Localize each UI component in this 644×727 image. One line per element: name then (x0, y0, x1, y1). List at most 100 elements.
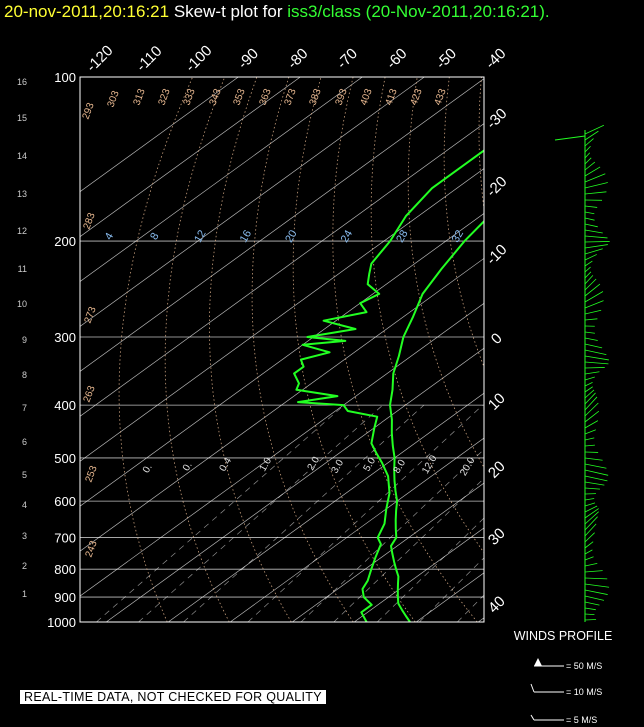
wind-barb (584, 601, 600, 606)
wind-barb (584, 429, 596, 435)
wind-barb (584, 437, 595, 441)
right-temp-label-2: -10 (483, 241, 510, 268)
mixing-ratio-label-200-2: 12 (192, 228, 209, 245)
wind-barb (584, 223, 598, 228)
dry-adiabat-label-left-4: 243 (84, 539, 100, 559)
isotherm--70 (80, 213, 484, 507)
isotherm--130 (80, 77, 301, 238)
dry-adiabat-343 (513, 77, 644, 622)
pressure-label-800: 800 (54, 562, 76, 577)
top-temp-label-6: -60 (383, 45, 410, 72)
title-paren: (20-Nov-2011,20:16:21). (365, 2, 550, 21)
wind-barb (584, 511, 599, 525)
dry-adiabat-label-2: 313 (132, 87, 148, 107)
wind-barb (584, 549, 593, 555)
wind-barb (584, 516, 598, 531)
wind-barb (584, 570, 603, 573)
wind-barb (584, 337, 598, 341)
pressure-label-400: 400 (54, 398, 76, 413)
right-temp-label-5: 20 (485, 458, 509, 482)
dry-adiabat-label-11: 403 (359, 87, 375, 107)
mixing-ratio-line-6 (377, 517, 484, 622)
isotherm--140 (80, 77, 239, 193)
height-label-16: 16 (17, 77, 27, 87)
wind-barb (584, 595, 605, 601)
wind-legend-pennant-icon (534, 658, 542, 666)
dry-adiabat-label-left-3: 253 (84, 464, 100, 484)
right-temp-label-6: 30 (485, 525, 509, 549)
dry-adiabat-363 (578, 77, 644, 622)
dry-adiabat-label-14: 433 (433, 87, 449, 107)
mixing-ratio-label-200-7: 32 (450, 228, 467, 245)
title-datetime: 20-nov-2011,20:16:21 (4, 2, 170, 21)
mixing-ratio-line-7 (419, 557, 484, 622)
wind-barb (584, 182, 608, 189)
wind-barb (584, 283, 601, 297)
wind-barb (584, 607, 596, 611)
height-label-1: 1 (22, 589, 27, 599)
top-temp-label-8: -40 (482, 45, 509, 72)
dry-adiabat-293 (332, 77, 478, 622)
dry-adiabat-353 (546, 77, 644, 622)
wind-barb (584, 211, 595, 215)
mixing-ratio-label-500-4: 2.0 (306, 455, 323, 473)
wind-barb (584, 457, 603, 461)
mixing-ratio-line-4 (300, 448, 484, 622)
pressure-label-900: 900 (54, 590, 76, 605)
isotherm--30 (167, 392, 484, 622)
mixing-ratio-label-200-6: 28 (394, 228, 411, 245)
wind-barb (584, 523, 597, 537)
winds-profile-label: WINDS PROFILE (514, 629, 613, 643)
wind-legend-barb-icon-2 (530, 714, 535, 721)
wind-barb (584, 300, 604, 309)
wind-barb-top (554, 135, 586, 141)
wind-barb (584, 254, 597, 261)
wind-barb (584, 260, 593, 267)
wind-barb (584, 541, 594, 549)
top-temp-label-4: -80 (284, 45, 311, 72)
wind-barb (584, 481, 605, 486)
wind-barb (584, 381, 593, 387)
isotherm-0 (353, 527, 484, 622)
mixing-ratio-label-200-4: 20 (283, 228, 300, 245)
dry-adiabat-373 (610, 77, 644, 622)
top-temp-label-3: -90 (235, 45, 262, 72)
wind-legend-label-0: = 50 M/S (566, 661, 602, 671)
title-station: iss3/class (287, 2, 361, 21)
wind-barb (584, 152, 591, 159)
wind-barb (584, 498, 595, 501)
pressure-label-100: 100 (54, 70, 76, 85)
wind-barb (584, 463, 607, 469)
right-temp-label-0: -30 (483, 105, 510, 132)
height-label-10: 10 (17, 299, 27, 309)
wind-barb (584, 343, 603, 349)
dry-adiabat-label-3: 323 (157, 87, 173, 107)
height-label-15: 15 (17, 113, 27, 123)
wind-barb (584, 371, 600, 375)
wind-barb (584, 505, 598, 513)
mixing-ratio-line-3 (247, 404, 483, 622)
dry-adiabat-253 (164, 77, 230, 622)
pressure-label-500: 500 (54, 451, 76, 466)
height-label-7: 7 (22, 403, 27, 413)
wind-barb (584, 145, 591, 153)
wind-legend-label-1: = 10 M/S (566, 687, 602, 697)
wind-barb (584, 376, 595, 381)
wind-barb (584, 487, 600, 490)
wind-barb (584, 613, 595, 616)
dry-adiabat-label-5: 343 (208, 87, 224, 107)
height-label-8: 8 (22, 370, 27, 380)
wind-barb (584, 386, 593, 393)
right-temp-label-3: 0 (488, 330, 506, 348)
height-label-5: 5 (22, 470, 27, 480)
wind-barb (584, 157, 592, 165)
dry-adiabat-label-1: 303 (106, 89, 122, 109)
height-label-13: 13 (17, 189, 27, 199)
profile-layer (293, 149, 484, 622)
wind-barb (584, 130, 599, 141)
wind-barb (584, 444, 595, 447)
isotherm--120 (80, 77, 363, 282)
wind-barb (584, 318, 598, 321)
isotherm--60 (80, 257, 484, 552)
